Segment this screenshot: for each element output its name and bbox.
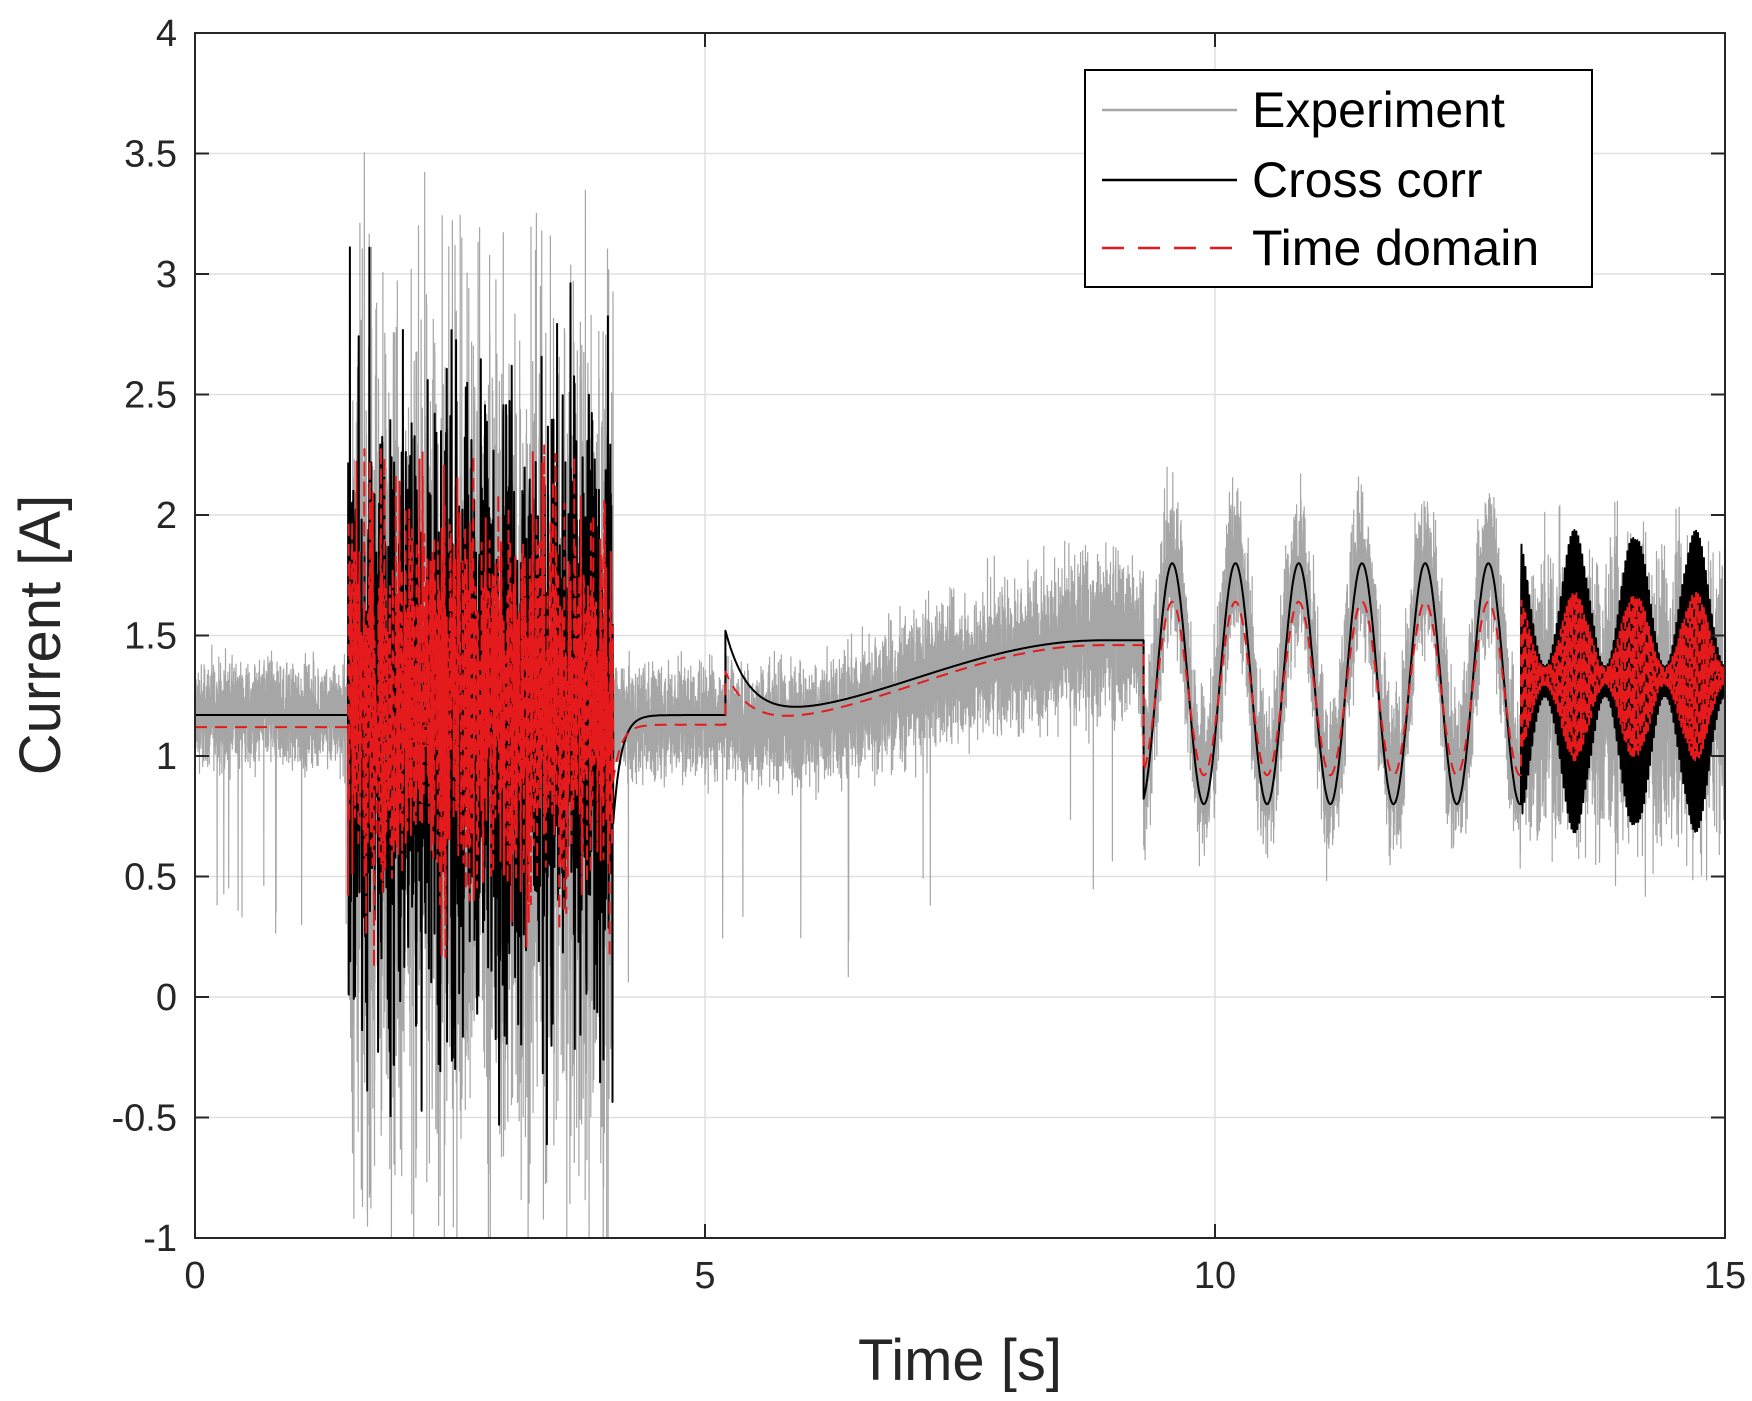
y-tick-label: -1 <box>143 1218 177 1260</box>
x-tick-label: 5 <box>694 1255 715 1297</box>
x-axis-label: Time [s] <box>858 1328 1062 1393</box>
legend: Experiment Cross corr Time domain <box>1084 69 1593 288</box>
plot-area <box>195 152 1725 1238</box>
x-tick-label: 15 <box>1704 1255 1746 1297</box>
y-tick-label: 3 <box>156 254 177 296</box>
y-tick-label: 1.5 <box>124 616 177 658</box>
x-tick-label: 0 <box>184 1255 205 1297</box>
y-tick-label: 1 <box>156 736 177 778</box>
legend-label-cross-corr: Cross corr <box>1252 152 1483 208</box>
series-time-domain <box>195 444 1725 969</box>
ticks: 0 5 10 15 -1 -0.5 0 0.5 1 1.5 2 2.5 3 3.5 4 <box>112 13 1747 1297</box>
y-tick-label: 0 <box>156 977 177 1019</box>
y-tick-label: 0.5 <box>124 857 177 899</box>
y-tick-label: 2 <box>156 495 177 537</box>
legend-label-time-domain: Time domain <box>1252 220 1539 276</box>
x-tick-label: 10 <box>1194 1255 1236 1297</box>
y-tick-label: 3.5 <box>124 134 177 176</box>
legend-box <box>1084 69 1593 288</box>
y-axis-label: Current [A] <box>8 495 73 775</box>
y-tick-label: 2.5 <box>124 375 177 417</box>
y-tick-label: 4 <box>156 13 177 55</box>
legend-label-experiment: Experiment <box>1252 82 1505 138</box>
y-tick-label: -0.5 <box>112 1098 177 1140</box>
